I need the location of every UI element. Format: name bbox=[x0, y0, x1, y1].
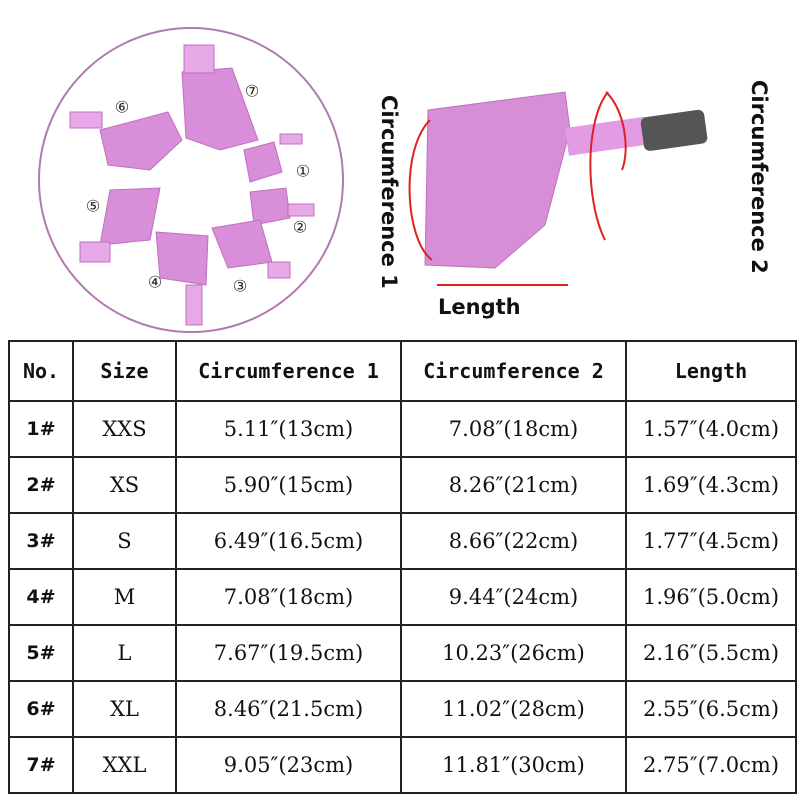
header-cell: Length bbox=[625, 340, 797, 402]
header-cell: No. bbox=[8, 340, 74, 402]
table-row: 5# L 7.67″(19.5cm) 10.23″(26cm) 2.16″(5.5cm) bbox=[8, 624, 797, 682]
size-number: ① bbox=[296, 162, 310, 181]
table-cell: 2.75″(7.0cm) bbox=[625, 736, 797, 794]
table-cell: 1# bbox=[8, 400, 74, 458]
table-cell: 8.26″(21cm) bbox=[400, 456, 627, 514]
table-row: 7# XXL 9.05″(23cm) 11.81″(30cm) 2.75″(7.0cm) bbox=[8, 736, 797, 794]
size-number: ② bbox=[293, 218, 307, 237]
size-number: ④ bbox=[148, 273, 162, 292]
table-cell: 7.08″(18cm) bbox=[175, 568, 402, 626]
muzzles bbox=[69, 44, 315, 326]
circle-frame bbox=[38, 27, 344, 333]
table-cell: 3# bbox=[8, 512, 74, 570]
table-cell: XXL bbox=[72, 736, 177, 794]
size-number: ⑦ bbox=[245, 82, 259, 101]
table-cell: 7# bbox=[8, 736, 74, 794]
table-cell: 9.44″(24cm) bbox=[400, 568, 627, 626]
table-cell: 8.46″(21.5cm) bbox=[175, 680, 402, 738]
label-circumference-2: Circumference 2 bbox=[747, 80, 771, 274]
table-cell: XS bbox=[72, 456, 177, 514]
table-cell: L bbox=[72, 624, 177, 682]
table-cell: S bbox=[72, 512, 177, 570]
table-cell: 10.23″(26cm) bbox=[400, 624, 627, 682]
header-cell: Circumference 1 bbox=[175, 340, 402, 402]
table-cell: 5.90″(15cm) bbox=[175, 456, 402, 514]
table-cell: 7.67″(19.5cm) bbox=[175, 624, 402, 682]
table-cell: 1.69″(4.3cm) bbox=[625, 456, 797, 514]
table-cell: 4# bbox=[8, 568, 74, 626]
table-row: 2# XS 5.90″(15cm) 8.26″(21cm) 1.69″(4.3cm) bbox=[8, 456, 797, 514]
table-cell: 8.66″(22cm) bbox=[400, 512, 627, 570]
table-cell: 9.05″(23cm) bbox=[175, 736, 402, 794]
table-row: 1# XXS 5.11″(13cm) 7.08″(18cm) 1.57″(4.0cm) bbox=[8, 400, 797, 458]
table-cell: 6# bbox=[8, 680, 74, 738]
table-cell: 1.77″(4.5cm) bbox=[625, 512, 797, 570]
table-cell: M bbox=[72, 568, 177, 626]
table-row: 6# XL 8.46″(21.5cm) 11.02″(28cm) 2.55″(6.5cm… bbox=[8, 680, 797, 738]
table-cell: 11.81″(30cm) bbox=[400, 736, 627, 794]
table-cell: XL bbox=[72, 680, 177, 738]
table-cell: 6.49″(16.5cm) bbox=[175, 512, 402, 570]
size-number: ③ bbox=[233, 277, 247, 296]
table-cell: 5.11″(13cm) bbox=[175, 400, 402, 458]
size-table: No. Size Circumference 1 Circumference 2 Len… bbox=[8, 340, 797, 794]
muzzle-diagram bbox=[408, 91, 708, 286]
header-cell: Circumference 2 bbox=[400, 340, 627, 402]
table-cell: 2# bbox=[8, 456, 74, 514]
size-number: ⑤ bbox=[86, 197, 100, 216]
table-cell: 7.08″(18cm) bbox=[400, 400, 627, 458]
table-cell: 1.57″(4.0cm) bbox=[625, 400, 797, 458]
table-cell: 2.16″(5.5cm) bbox=[625, 624, 797, 682]
table-cell: 2.55″(6.5cm) bbox=[625, 680, 797, 738]
table-row: 3# S 6.49″(16.5cm) 8.66″(22cm) 1.77″(4.5cm) bbox=[8, 512, 797, 570]
label-length: Length bbox=[438, 295, 521, 319]
header-cell: Size bbox=[72, 340, 177, 402]
table-cell: 1.96″(5.0cm) bbox=[625, 568, 797, 626]
table-row: 4# M 7.08″(18cm) 9.44″(24cm) 1.96″(5.0cm) bbox=[8, 568, 797, 626]
size-number: ⑥ bbox=[115, 98, 129, 117]
table-cell: XXS bbox=[72, 400, 177, 458]
table-cell: 11.02″(28cm) bbox=[400, 680, 627, 738]
table-cell: 5# bbox=[8, 624, 74, 682]
label-circumference-1: Circumference 1 bbox=[377, 95, 401, 289]
